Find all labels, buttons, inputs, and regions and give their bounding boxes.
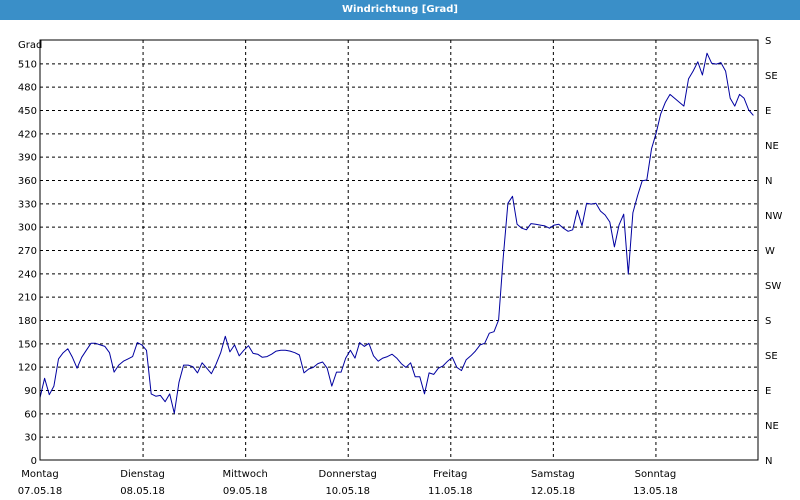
y-tick-label: 240	[18, 269, 37, 280]
x-date-label: 10.05.18	[325, 486, 370, 497]
x-day-label: Dienstag	[120, 469, 165, 480]
compass-label: N	[765, 456, 772, 467]
series-layer	[39, 52, 754, 414]
x-day-label: Samstag	[531, 469, 575, 480]
y-tick-label: 90	[24, 386, 37, 397]
compass-label: SW	[765, 281, 781, 292]
y-tick-label: 270	[18, 246, 37, 257]
y-tick-label: 180	[18, 316, 37, 327]
compass-label: E	[765, 106, 771, 117]
y-tick-label: 60	[24, 409, 37, 420]
series-line-wind-direction	[39, 52, 754, 414]
y-tick-label: 210	[18, 293, 37, 304]
y-tick-label: 0	[31, 456, 37, 467]
x-day-label: Sonntag	[635, 469, 677, 480]
compass-label: SE	[765, 351, 778, 362]
x-date-label: 08.05.18	[120, 486, 165, 497]
plot-frame	[39, 39, 759, 461]
chart-title: Windrichtung [Grad]	[0, 0, 800, 20]
y-tick-label: 30	[24, 433, 37, 444]
y-tick-label: 510	[18, 59, 37, 70]
x-day-label: Donnerstag	[319, 469, 377, 480]
x-date-label: 09.05.18	[223, 486, 268, 497]
compass-label: N	[765, 176, 772, 187]
x-date-label: 12.05.18	[531, 486, 576, 497]
compass-label: S	[765, 36, 771, 47]
compass-label: W	[765, 246, 775, 257]
x-day-label: Freitag	[433, 469, 467, 480]
x-date-label: 13.05.18	[633, 486, 678, 497]
y-tick-label: 120	[18, 363, 37, 374]
compass-label: NW	[765, 211, 782, 222]
compass-label: S	[765, 316, 771, 327]
y-tick-label: 390	[18, 153, 37, 164]
y-tick-label: 420	[18, 129, 37, 140]
y-tick-label: 480	[18, 83, 37, 94]
y-axis-unit-label: Grad	[18, 40, 42, 51]
y-tick-label: 450	[18, 106, 37, 117]
compass-label: NE	[765, 141, 779, 152]
y-tick-label: 360	[18, 176, 37, 187]
compass-label: E	[765, 386, 771, 397]
axis-labels: 0 30 60 90 120 150 180 210 240 270 300 330 360 390 420…	[18, 36, 783, 497]
y-tick-label: 300	[18, 223, 37, 234]
compass-label: SE	[765, 71, 778, 82]
compass-label: NE	[765, 421, 779, 432]
x-date-label: 07.05.18	[18, 486, 63, 497]
y-tick-label: 150	[18, 339, 37, 350]
x-day-label: Mittwoch	[222, 469, 267, 480]
grid	[40, 40, 758, 460]
x-date-label: 11.05.18	[428, 486, 473, 497]
x-day-label: Montag	[21, 469, 58, 480]
y-tick-label: 330	[18, 199, 37, 210]
